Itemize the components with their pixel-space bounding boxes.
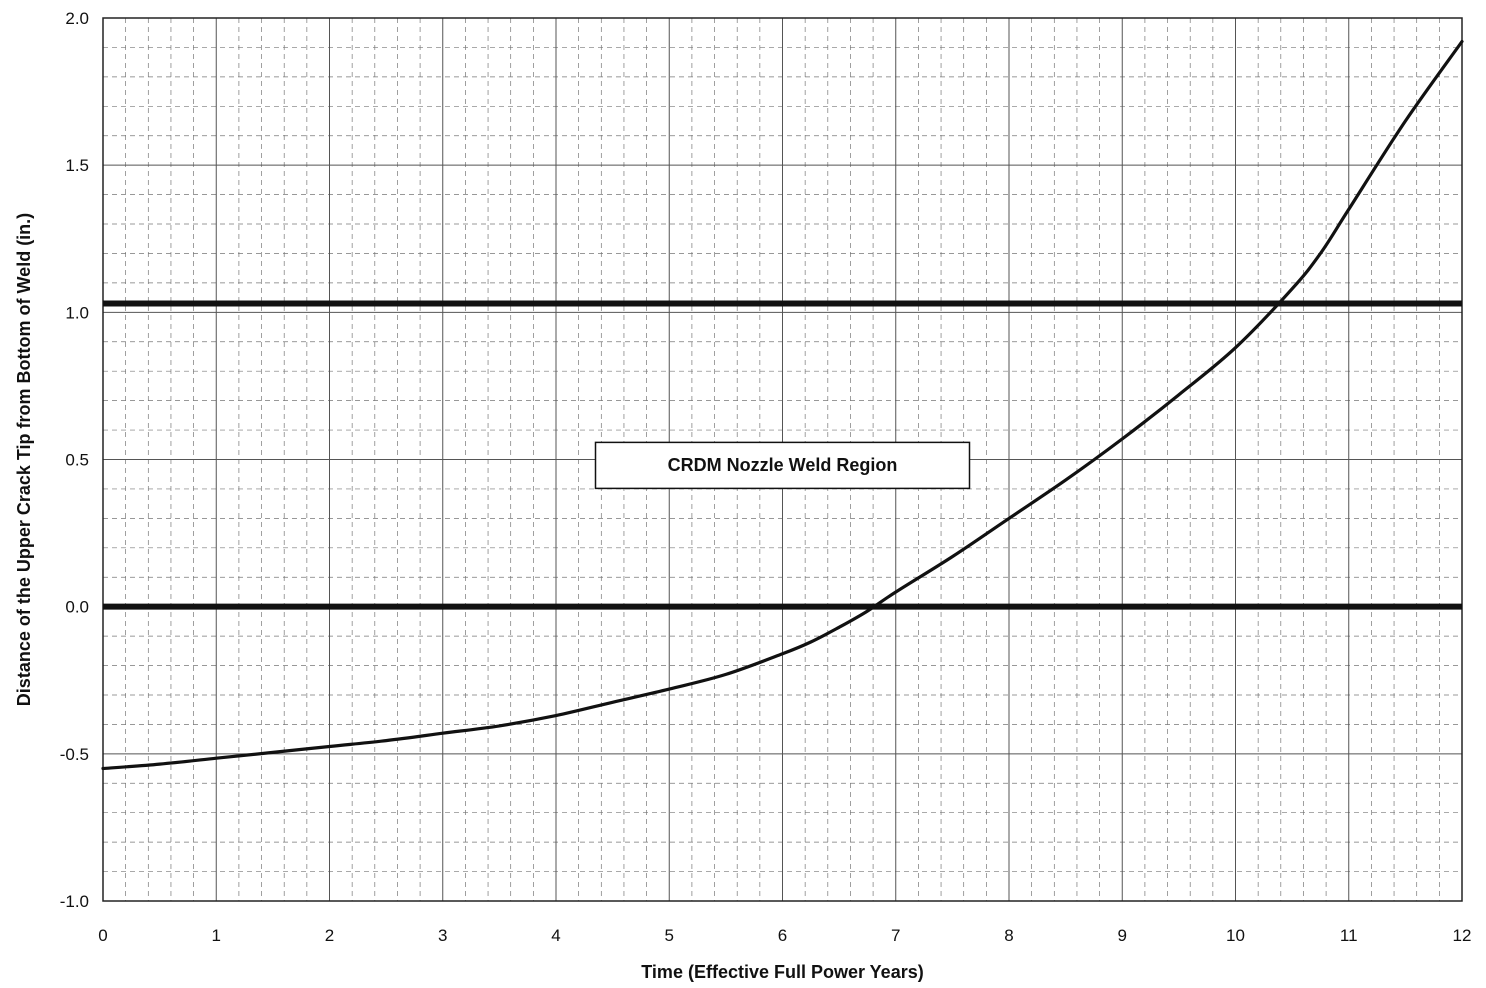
x-axis-title: Time (Effective Full Power Years) xyxy=(641,962,923,982)
y-tick-label: 0.0 xyxy=(65,598,89,617)
x-tick-label: 3 xyxy=(438,926,447,945)
y-tick-label: 1.5 xyxy=(65,156,89,175)
y-tick-label: -1.0 xyxy=(60,892,89,911)
x-axis-ticks: 0 1 2 3 4 5 6 7 8 9 10 11 12 xyxy=(98,926,1471,945)
y-axis-ticks: -1.0 -0.5 0.0 0.5 1.0 1.5 2.0 xyxy=(60,9,89,911)
y-axis-title: Distance of the Upper Crack Tip from Bot… xyxy=(14,213,34,706)
x-tick-label: 6 xyxy=(778,926,787,945)
x-tick-label: 1 xyxy=(212,926,221,945)
y-tick-label: 2.0 xyxy=(65,9,89,28)
annotation-label: CRDM Nozzle Weld Region xyxy=(668,455,898,475)
weld-region-annotation: CRDM Nozzle Weld Region xyxy=(594,441,971,490)
reference-lines xyxy=(103,300,1462,610)
x-tick-label: 8 xyxy=(1004,926,1013,945)
series-line xyxy=(101,39,1464,771)
plot-area-frame xyxy=(102,17,1463,902)
annotation-box xyxy=(594,441,971,490)
x-tick-label: 2 xyxy=(325,926,334,945)
x-tick-label: 7 xyxy=(891,926,900,945)
x-tick-label: 9 xyxy=(1118,926,1127,945)
x-tick-label: 12 xyxy=(1453,926,1472,945)
x-tick-label: 11 xyxy=(1340,926,1358,945)
x-tick-label: 10 xyxy=(1226,926,1245,945)
x-tick-label: 4 xyxy=(551,926,560,945)
y-tick-label: 1.0 xyxy=(65,303,89,322)
y-tick-label: 0.5 xyxy=(65,451,89,470)
y-tick-label: -0.5 xyxy=(60,745,89,764)
x-tick-label: 5 xyxy=(665,926,674,945)
x-tick-label: 0 xyxy=(98,926,107,945)
